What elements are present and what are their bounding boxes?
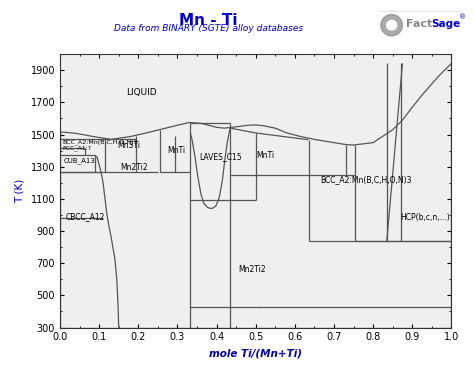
Text: Mn2Ti2: Mn2Ti2: [121, 163, 148, 172]
Text: LIQUID: LIQUID: [127, 88, 157, 97]
Text: CBCC_A12: CBCC_A12: [66, 212, 105, 221]
Text: Sage: Sage: [431, 19, 461, 29]
Text: CUB_A13: CUB_A13: [64, 158, 96, 164]
Y-axis label: T (K): T (K): [15, 179, 25, 203]
Text: MnTi: MnTi: [256, 151, 274, 160]
Text: Mn - Ti: Mn - Ti: [179, 13, 238, 28]
Polygon shape: [381, 15, 402, 36]
Text: Data from BINARY (SGTE) alloy databases: Data from BINARY (SGTE) alloy databases: [114, 24, 303, 33]
Text: HCP(b,c,n,...): HCP(b,c,n,...): [401, 213, 450, 222]
Text: BCC_A2:Mn(B,C,H,O,N)3: BCC_A2:Mn(B,C,H,O,N)3: [62, 139, 137, 145]
Text: ®: ®: [459, 14, 466, 21]
Text: Mn3Ti: Mn3Ti: [117, 141, 140, 150]
FancyBboxPatch shape: [378, 10, 464, 40]
Text: FCC_A1:?: FCC_A1:?: [62, 145, 91, 151]
X-axis label: mole Ti/(Mn+Ti): mole Ti/(Mn+Ti): [209, 348, 302, 358]
Text: Fact: Fact: [406, 19, 432, 29]
Polygon shape: [387, 21, 397, 30]
Text: MnTi: MnTi: [168, 146, 186, 155]
Text: BCC_A2:Mn(B,C,H,O,N)3: BCC_A2:Mn(B,C,H,O,N)3: [320, 175, 412, 184]
Text: LAVES_C15: LAVES_C15: [199, 153, 242, 162]
Text: Mn2Ti2: Mn2Ti2: [238, 265, 266, 274]
